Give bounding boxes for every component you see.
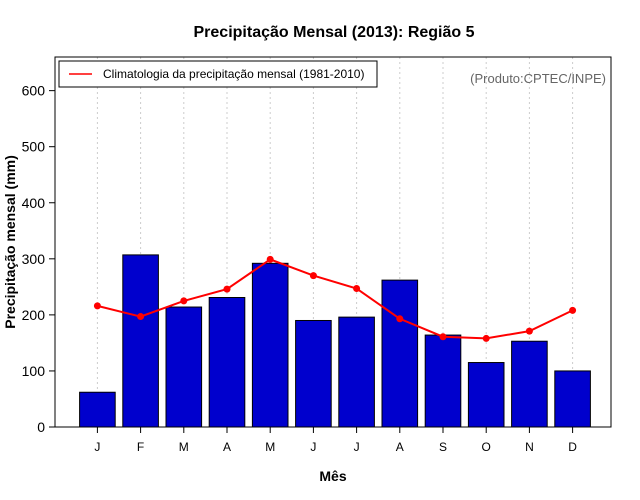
- x-tick-label: A: [396, 440, 404, 454]
- climatology-line: [93, 255, 577, 342]
- bar-2: [122, 254, 159, 428]
- climatology-point-6: [309, 272, 317, 280]
- climatology-point-10: [482, 334, 490, 342]
- x-tick-label: F: [137, 440, 144, 454]
- y-axis: 0 100 200 300 400 500 600: [22, 83, 55, 435]
- climatology-point-9: [439, 333, 447, 341]
- chart-title: Precipitação Mensal (2013): Região 5: [194, 24, 475, 41]
- bar-1: [79, 391, 116, 428]
- legend-entry-climatology: Climatologia da precipitação mensal (198…: [103, 67, 364, 81]
- y-tick-label: 500: [22, 139, 46, 155]
- x-tick-label: J: [354, 440, 360, 454]
- x-tick-label: J: [310, 440, 316, 454]
- climatology-point-5: [266, 255, 274, 263]
- bar-8: [381, 279, 419, 428]
- plot-frame: [54, 56, 612, 428]
- climatology-point-11: [525, 327, 533, 335]
- x-tick-label: O: [482, 440, 491, 454]
- bar-12: [554, 370, 591, 428]
- climatology-polyline: [97, 258, 574, 340]
- grid-lines: [96, 57, 574, 427]
- bar-10: [467, 362, 505, 428]
- x-tick-label: A: [223, 440, 231, 454]
- climatology-point-4: [223, 285, 231, 293]
- y-tick-label: 300: [22, 251, 46, 267]
- y-tick-label: 600: [22, 83, 46, 99]
- y-tick-label: 0: [37, 419, 45, 435]
- bar-9: [424, 334, 462, 428]
- legend: Climatologia da precipitação mensal (198…: [58, 60, 378, 88]
- climatology-point-1: [93, 302, 101, 310]
- bar-6: [295, 319, 332, 428]
- y-axis-label: Precipitação mensal (mm): [2, 155, 18, 329]
- credit-text: (Produto:CPTEC/INPE): [470, 71, 606, 86]
- x-tick-label: J: [94, 440, 100, 454]
- climatology-point-7: [353, 285, 361, 293]
- x-tick-label: N: [525, 440, 534, 454]
- climatology-point-3: [180, 297, 188, 305]
- bar-11: [511, 340, 548, 428]
- legend-box: [58, 60, 378, 88]
- climatology-point-12: [569, 306, 577, 314]
- y-tick-label: 400: [22, 195, 46, 211]
- bar-3: [165, 306, 203, 428]
- bar-5: [251, 262, 289, 428]
- x-axis-label: Mês: [319, 468, 346, 484]
- climatology-point-8: [396, 315, 404, 323]
- x-tick-label: M: [179, 440, 189, 454]
- bar-7: [338, 316, 375, 428]
- bar-4: [208, 297, 246, 428]
- climatology-point-2: [137, 313, 145, 321]
- x-tick-label: D: [568, 440, 577, 454]
- x-tick-label: M: [265, 440, 275, 454]
- y-tick-label: 200: [22, 307, 46, 323]
- bars: [79, 254, 591, 428]
- x-tick-label: S: [439, 440, 447, 454]
- y-tick-label: 100: [22, 363, 46, 379]
